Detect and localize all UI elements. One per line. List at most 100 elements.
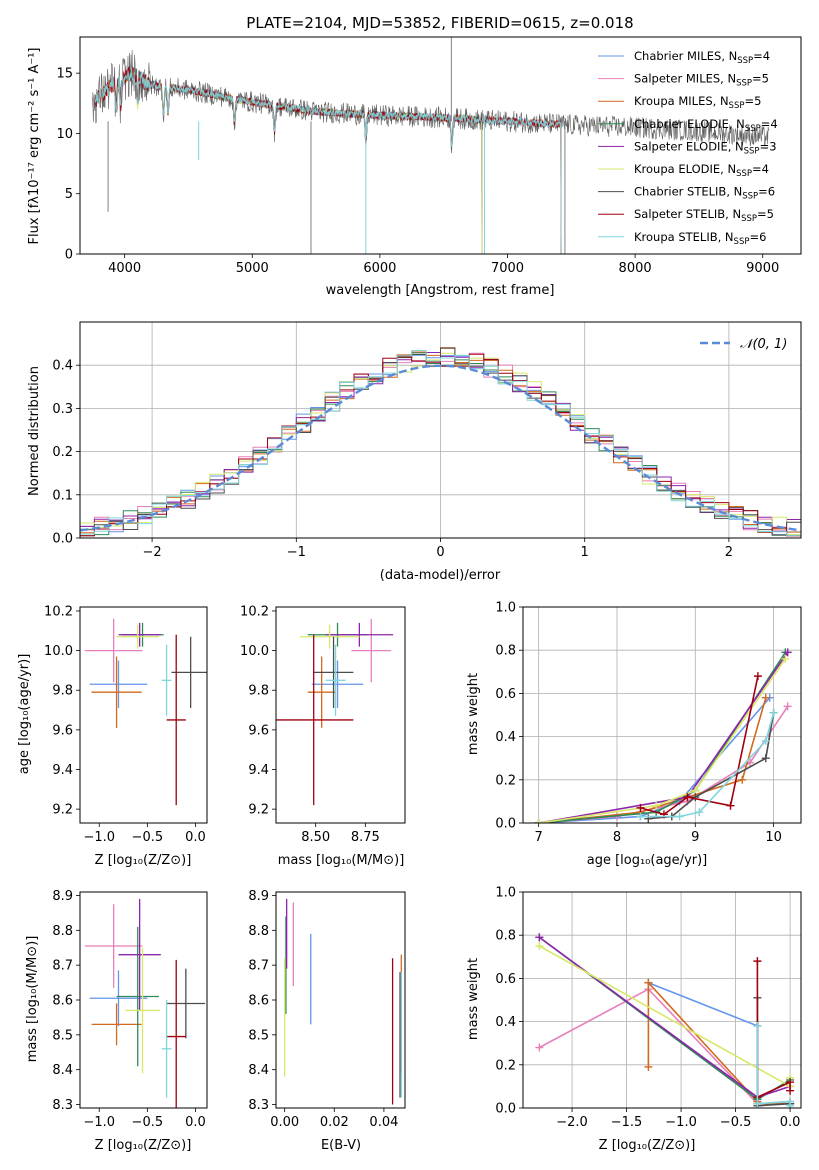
- line-chabrier-elodie: [538, 936, 791, 1101]
- age-vs-Z-xtick-label: 0.0: [185, 830, 206, 845]
- mass-vs-ebv-ytick-label: 8.7: [248, 959, 269, 974]
- mass-weight-vs-Z-xtick-label: −1.0: [665, 1115, 697, 1130]
- marker-salpeter-stelib: [786, 1078, 795, 1087]
- age-vs-Z-xtick-label: −1.0: [83, 830, 115, 845]
- residuals-xtick-label: −2: [143, 545, 162, 560]
- mass-vs-Z-ytick-label: 8.5: [52, 1028, 73, 1043]
- spectrum-xtick-label: 9000: [746, 261, 779, 276]
- spectrum-line-kroupa-elodie: [130, 66, 483, 254]
- marker-kroupa-stelib: [786, 1101, 795, 1108]
- residuals-ytick-label: 0.2: [52, 445, 73, 460]
- mass-ebv-xlabel: E(B-V): [321, 1138, 361, 1153]
- marker-salpeter-stelib: [753, 957, 762, 966]
- mass-z-xlabel: Z [log₁₀(Z/Z⊙)]: [95, 1138, 192, 1153]
- mass-vs-Z-ytick-label: 8.8: [52, 924, 73, 939]
- mass-vs-Z-ytick-label: 8.7: [52, 959, 73, 974]
- spectrum-line-kroupa-miles: [92, 65, 562, 254]
- marker-chabrier-stelib: [691, 793, 700, 802]
- mass-vs-ebv-ytick-label: 8.3: [248, 1098, 269, 1113]
- legend-label-chabrier-elodie: Chabrier ELODIE, NSSP=4: [634, 117, 778, 134]
- age-vs-Z-ytick-label: 9.2: [52, 803, 73, 818]
- legend-label-kroupa-miles: Kroupa MILES, NSSP=5: [634, 94, 761, 111]
- mass-vs-ebv-ytick-label: 8.6: [248, 994, 269, 1009]
- age-z-plot: −1.0 −0.5 0.0 9.2 9.4 9.6 9.8 10.0 10.2: [44, 604, 208, 845]
- marker-kroupa-stelib: [753, 1021, 762, 1030]
- mass-weight-vs-age-ytick-label: 0.2: [495, 773, 516, 788]
- spectrum-line-salpeter-elodie: [130, 67, 483, 254]
- gaussian-legend-label: 𝒩(0, 1): [740, 337, 787, 352]
- mass-weight-vs-Z-ytick-label: 0.4: [495, 1015, 516, 1030]
- age-vs-mass-ytick-label: 10.2: [240, 604, 269, 619]
- line-salpeter-elodie: [538, 936, 791, 1099]
- spectrum-title: PLATE=2104, MJD=53852, FIBERID=0615, z=0…: [246, 14, 633, 32]
- legend-label-salpeter-miles: Salpeter MILES, NSSP=5: [634, 72, 769, 89]
- spectrum-ytick-label: 0: [65, 248, 73, 263]
- age-vs-Z-ytick-label: 10.2: [44, 604, 73, 619]
- mass-vs-Z-frame: [79, 891, 208, 1109]
- mass-vs-Z-xtick-label: 0.0: [185, 1115, 206, 1130]
- mass-ebv-plot: 0.00 0.02 0.04 8.3 8.4 8.5 8.6 8.7 8.8 8.9: [248, 889, 406, 1130]
- spectrum-line-chabrier-stelib: [92, 49, 770, 154]
- spectrum-xtick-label: 8000: [619, 261, 652, 276]
- mass-weight-vs-age-ytick-label: 1.0: [495, 601, 516, 616]
- weight-age-panel: 7 8 9 10 0.0 0.2 0.4 0.6 0.8 1.0 age [log₁₀(age/y…: [466, 601, 802, 868]
- mass-weight-vs-Z-xtick-label: −0.5: [720, 1115, 752, 1130]
- marker-kroupa-elodie: [781, 654, 790, 663]
- line-kroupa-stelib: [756, 1025, 791, 1106]
- marker-kroupa-stelib: [761, 736, 770, 745]
- age-vs-Z-marks: [84, 618, 207, 806]
- mass-weight-vs-Z-xtick-label: 0.0: [780, 1115, 801, 1130]
- age-vs-mass-ytick-label: 9.8: [248, 684, 269, 699]
- weight-z-xlabel: Z [log₁₀(Z/Z⊙)]: [599, 1138, 696, 1153]
- mass-z-panel: −1.0 −0.5 0.0 8.3 8.4 8.5 8.6 8.7 8.8 8.9 Z [log₁…: [25, 889, 208, 1153]
- residuals-ylabel: Normed distribution: [27, 366, 42, 496]
- spectrum-xtick-label: 4000: [108, 261, 141, 276]
- spectrum-marks: [92, 37, 770, 254]
- age-vs-mass-ytick-label: 10.0: [240, 644, 269, 659]
- residuals-xlabel: (data-model)/error: [380, 568, 501, 583]
- mass-weight-vs-age-xtick-label: 9: [691, 830, 699, 845]
- legend-label-chabrier-miles: Chabrier MILES, NSSP=4: [634, 49, 770, 66]
- weight-age-xlabel: age [log₁₀(age/yr)]: [587, 853, 708, 868]
- age-vs-Z-ytick-label: 9.4: [52, 763, 73, 778]
- spectrum-line-chabrier-elodie: [130, 66, 483, 254]
- mass-vs-ebv-xtick-label: 0.00: [270, 1115, 299, 1130]
- weight-z-plot: −2.0 −1.5 −1.0 −0.5 0.0 0.0 0.2 0.4 0.6 0.8 1.0: [495, 886, 802, 1130]
- mass-weight-vs-age-ytick-label: 0.4: [495, 730, 516, 745]
- residuals-ytick-label: 0.1: [52, 488, 73, 503]
- residuals-xtick-label: 2: [725, 545, 733, 560]
- mass-vs-ebv-frame: [275, 891, 406, 1109]
- age-z-panel: −1.0 −0.5 0.0 9.2 9.4 9.6 9.8 10.0 10.2 Z [log₁₀…: [17, 604, 208, 868]
- line-kroupa-elodie: [539, 945, 791, 1088]
- marker-kroupa-elodie: [535, 942, 544, 950]
- spectrum-panel: PLATE=2104, MJD=53852, FIBERID=0615, z=0…: [27, 14, 802, 298]
- marker-salpeter-stelib: [683, 793, 692, 802]
- mass-weight-vs-age-marks: [534, 648, 792, 823]
- mass-weight-vs-Z-marks: [535, 933, 795, 1108]
- residuals-ytick-label: 0.3: [52, 402, 73, 417]
- marker-kroupa-stelib: [769, 708, 778, 717]
- spectrum-ytick-label: 10: [56, 127, 73, 142]
- line-kroupa-miles: [538, 697, 767, 823]
- mass-vs-ebv-ytick-label: 8.8: [248, 924, 269, 939]
- mass-weight-vs-Z-xtick-label: −2.0: [556, 1115, 588, 1130]
- residuals-ytick-label: 0.0: [52, 532, 73, 547]
- spectrum-line-salpeter-miles: [92, 66, 562, 254]
- age-mass-panel: 8.50 8.75 9.2 9.4 9.6 9.8 10.0 10.2 mass [log₁₀…: [240, 604, 406, 868]
- mass-vs-ebv-xtick-label: 0.02: [320, 1115, 349, 1130]
- residuals-frame: [79, 321, 802, 539]
- line-kroupa-elodie: [538, 658, 786, 823]
- marker-kroupa-miles: [644, 978, 653, 987]
- weight-age-plot: 7 8 9 10 0.0 0.2 0.4 0.6 0.8 1.0: [495, 601, 802, 845]
- mass-z-ylabel: mass [log₁₀(M/M⊙)]: [25, 936, 40, 1063]
- mass-vs-Z-ytick-label: 8.9: [52, 889, 73, 904]
- weight-z-panel: −2.0 −1.5 −1.0 −0.5 0.0 0.0 0.2 0.4 0.6 0.8 1.0 Z …: [466, 886, 802, 1153]
- residuals-xtick-label: −1: [287, 545, 306, 560]
- marker-chabrier-stelib: [761, 754, 770, 763]
- age-vs-Z-frame: [79, 606, 208, 824]
- age-mass-xlabel: mass [log₁₀(M/M⊙)]: [278, 853, 405, 868]
- age-vs-mass-ytick-label: 9.4: [248, 763, 269, 778]
- mass-weight-vs-age-ytick-label: 0.6: [495, 687, 516, 702]
- age-vs-Z-ytick-label: 10.0: [44, 644, 73, 659]
- mass-weight-vs-Z-ytick-label: 0.6: [495, 972, 516, 987]
